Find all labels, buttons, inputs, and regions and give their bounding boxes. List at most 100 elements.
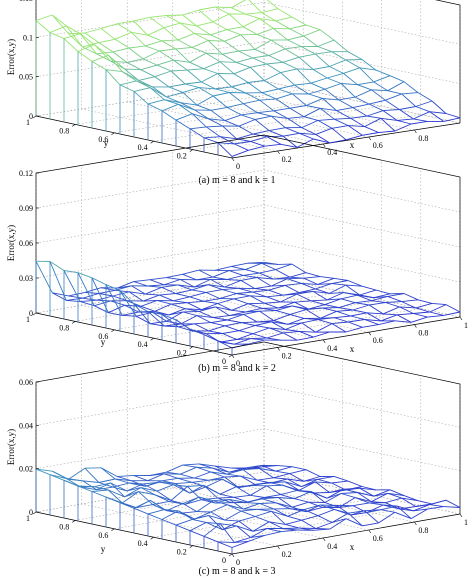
surface-edge	[240, 277, 258, 281]
surface-edge	[338, 302, 356, 309]
z-tick-label: 0.12	[19, 169, 33, 178]
surface-edge	[275, 470, 290, 475]
surface-edge	[203, 484, 221, 495]
surface-edge	[291, 263, 307, 274]
surface-edge	[373, 81, 388, 92]
surface-edge	[396, 314, 412, 323]
surface-edge	[231, 7, 246, 15]
surface-edge	[166, 15, 181, 24]
surface-edge	[368, 99, 386, 105]
surface-edge	[317, 515, 333, 523]
surface-edge	[401, 301, 416, 309]
surface-edge	[257, 277, 274, 280]
surface-edge	[82, 42, 100, 48]
surface-edge	[427, 506, 444, 510]
surface-edge	[271, 115, 286, 129]
surface-edge	[312, 291, 328, 301]
surface-edge	[269, 327, 286, 330]
surface-edge	[248, 145, 265, 151]
surface-edge	[250, 528, 268, 538]
surface-edge	[334, 315, 351, 319]
surface-edge	[245, 502, 260, 504]
surface-edge	[417, 299, 433, 304]
surface-edge	[243, 310, 260, 315]
surface-edge	[182, 14, 197, 27]
surface-edge	[248, 534, 265, 542]
x-tick-label: 0.8	[418, 134, 428, 143]
surface-edge	[401, 497, 419, 502]
surface-edge	[212, 467, 230, 473]
surface-edge	[161, 110, 177, 121]
surface-edge	[201, 303, 218, 311]
surface-edge	[389, 489, 405, 497]
surface-edge	[173, 484, 188, 487]
surface-edge	[147, 285, 162, 288]
surface-edge	[413, 118, 428, 122]
x-tick-label: 0	[236, 558, 240, 567]
y-axis-label: y	[101, 544, 106, 554]
surface-edge	[166, 320, 181, 325]
surface-edge	[247, 82, 263, 94]
surface-edge	[259, 99, 274, 112]
surface-edge	[201, 73, 218, 83]
surface-edge	[245, 13, 260, 20]
surface-edge	[331, 280, 349, 285]
surface-edge	[285, 519, 302, 525]
surface-edge	[35, 468, 51, 476]
surface-edge	[252, 289, 269, 293]
surface-edge	[250, 485, 267, 496]
surface-edge	[163, 22, 181, 29]
surface-edge	[273, 110, 288, 119]
surface-edge	[362, 522, 379, 527]
surface-edge	[357, 294, 372, 302]
surface-edge	[133, 281, 148, 287]
surface-edge	[366, 312, 384, 315]
surface-edge	[308, 93, 323, 99]
surface-edge	[294, 300, 311, 303]
surface-edge	[238, 48, 255, 52]
y-tick-label: 1	[26, 514, 30, 523]
surface-edge	[208, 478, 223, 481]
surface-edge	[280, 494, 295, 500]
surface-edge	[256, 33, 272, 41]
surface-edge	[191, 113, 207, 128]
z-tick-label: 0.02	[19, 465, 33, 474]
surface-edge	[77, 44, 95, 52]
surface-edge	[98, 38, 116, 44]
surface-edge	[266, 135, 284, 138]
surface-edge	[203, 535, 219, 543]
surface-edge	[150, 500, 165, 510]
surface-edge	[259, 272, 274, 280]
surface-edge	[278, 497, 293, 508]
surface-edge	[411, 120, 428, 125]
surface-edge	[443, 117, 461, 122]
surface-edge	[252, 481, 269, 486]
surface-edge	[82, 293, 100, 299]
surface-edge	[280, 529, 298, 533]
surface-edge	[415, 504, 430, 507]
surface-edge	[184, 499, 202, 505]
surface-edge	[331, 127, 347, 141]
surface-edge	[326, 488, 344, 499]
surface-edge	[219, 61, 237, 63]
surface-edge	[178, 323, 195, 328]
surface-edge	[268, 289, 284, 296]
surface-edge	[399, 106, 416, 110]
surface-edge	[289, 473, 304, 482]
surface-edge	[431, 302, 447, 306]
surface-edge	[340, 298, 356, 304]
surface-edge	[147, 509, 165, 515]
surface-edge	[415, 100, 433, 107]
surface-edge	[341, 294, 358, 300]
surface-edge	[131, 285, 146, 295]
surface-edge	[140, 69, 156, 78]
surface-edge	[238, 325, 256, 332]
surface-edge	[301, 322, 316, 333]
surface-edge	[161, 314, 179, 328]
surface-edge	[191, 284, 209, 291]
surface-edge	[182, 9, 200, 16]
surface-edge	[264, 72, 281, 81]
surface-edge	[254, 119, 270, 131]
surface-edge	[233, 494, 251, 498]
surface-edge	[150, 87, 165, 101]
